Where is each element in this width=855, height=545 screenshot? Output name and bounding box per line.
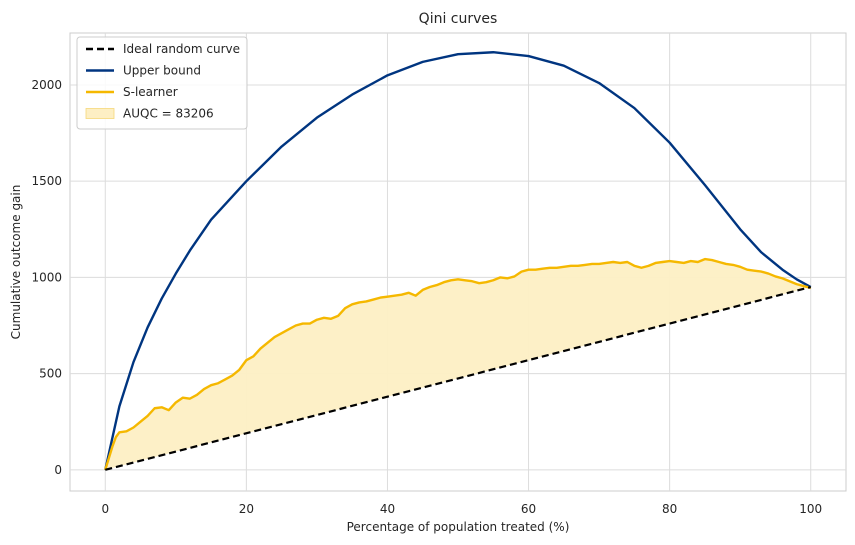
legend-label: AUQC = 83206 [123, 107, 214, 121]
fill-layer [105, 259, 811, 470]
y-tick-label: 0 [54, 463, 62, 477]
y-tick-label: 1500 [31, 174, 62, 188]
y-tick-label: 500 [39, 367, 62, 381]
y-axis-label: Cumulative outcome gain [9, 185, 23, 340]
legend-swatch-auqc [85, 108, 115, 119]
x-tick-label: 100 [799, 502, 822, 516]
legend-label: S-learner [123, 85, 178, 99]
x-tick-label: 40 [380, 502, 395, 516]
legend: Ideal random curve Upper bound S-learner AU… [76, 36, 248, 130]
ideal-random-line [104, 285, 812, 471]
legend-label: Ideal random curve [123, 42, 240, 56]
x-tick-label: 0 [101, 502, 109, 516]
s-learner-line [104, 257, 812, 471]
x-tick-label: 60 [521, 502, 536, 516]
legend-label: Upper bound [123, 64, 201, 78]
s-learner-auqc-fill [105, 259, 811, 470]
x-tick-label: 80 [662, 502, 677, 516]
chart-title: Qini curves [419, 11, 498, 27]
legend-box [76, 36, 248, 130]
series-layer [104, 51, 812, 471]
y-tick-label: 1000 [31, 270, 62, 284]
x-axis-label: Percentage of population treated (%) [347, 520, 570, 534]
upper-bound-line [104, 51, 812, 471]
y-tick-label: 2000 [31, 78, 62, 92]
x-tick-label: 20 [239, 502, 254, 516]
